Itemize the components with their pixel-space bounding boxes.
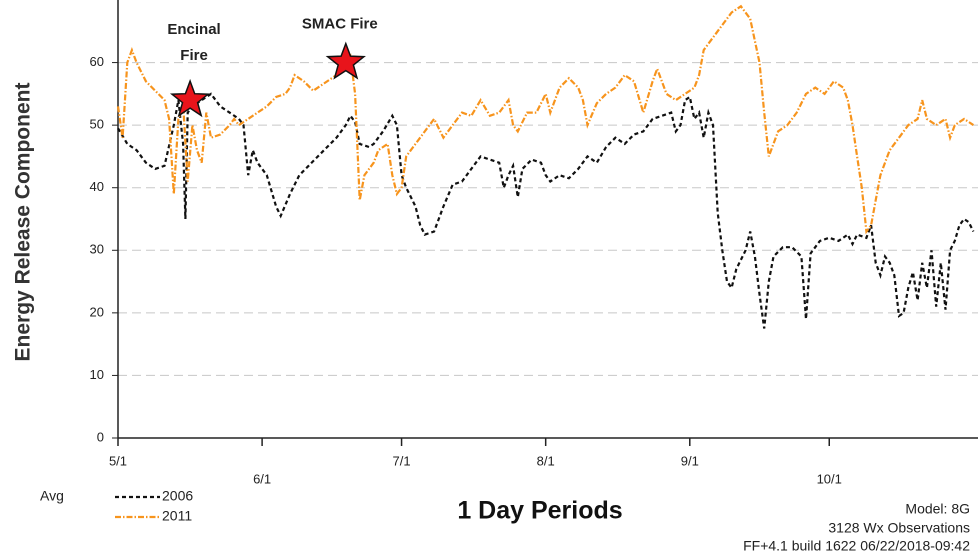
x-tick-label: 10/1 <box>817 471 842 486</box>
y-tick-label: 0 <box>97 429 104 444</box>
y-axis-label: Energy Release Component <box>12 83 35 362</box>
y-tick-label: 60 <box>90 54 104 69</box>
x-axis-label: 1 Day Periods <box>457 497 622 525</box>
annotation-text: Encinal <box>167 21 220 38</box>
annotation-star <box>169 78 211 118</box>
info-text: Model: 8G <box>905 501 970 517</box>
y-tick-label: 20 <box>90 304 104 319</box>
series-line <box>116 4 975 235</box>
x-tick-label: 8/1 <box>537 453 555 468</box>
y-tick-label: 50 <box>90 117 104 132</box>
annotation-star <box>325 41 366 80</box>
y-tick-label: 40 <box>90 179 104 194</box>
info-text: FF+4.1 build 1622 06/22/2018-09:42 <box>743 538 970 554</box>
legend-label: 2006 <box>162 488 193 504</box>
info-text: 3128 Wx Observations <box>828 520 970 536</box>
legend-title: Avg <box>40 488 64 504</box>
y-tick-label: 10 <box>90 367 104 382</box>
series-line <box>117 92 975 329</box>
y-tick-label: 30 <box>90 242 104 257</box>
annotation-text: SMAC Fire <box>302 16 378 33</box>
x-tick-label: 9/1 <box>681 453 699 468</box>
x-tick-label: 5/1 <box>109 453 127 468</box>
x-tick-label: 6/1 <box>253 471 271 486</box>
annotation-text: Fire <box>180 47 208 64</box>
x-tick-label: 7/1 <box>393 453 411 468</box>
legend-label: 2011 <box>162 508 192 524</box>
